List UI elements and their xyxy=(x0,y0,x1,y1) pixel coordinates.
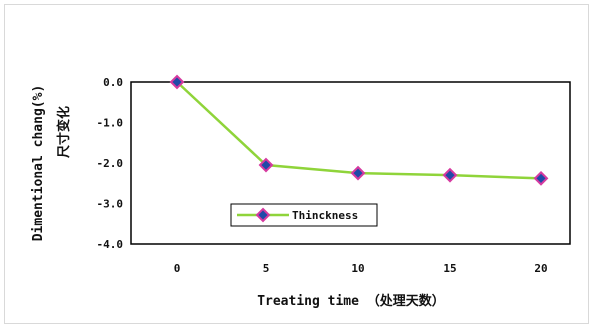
data-point-marker xyxy=(533,170,549,186)
y-tick-label: 0.0 xyxy=(103,76,123,89)
x-axis-title: Treating time （处理天数） xyxy=(257,293,445,309)
data-point-marker xyxy=(442,167,458,183)
x-tick-label: 5 xyxy=(263,262,270,275)
y-tick-label: -3.0 xyxy=(97,198,124,211)
x-axis-ticks: 0 5 10 15 20 xyxy=(174,262,548,275)
data-point-marker xyxy=(169,74,185,90)
legend-label: Thinckness xyxy=(292,209,358,222)
legend-box xyxy=(230,203,378,227)
data-point-marker xyxy=(350,165,366,181)
y-axis-ticks: 0.0 -1.0 -2.0 -3.0 -4.0 xyxy=(97,76,124,251)
y-tick-label: -4.0 xyxy=(97,238,124,251)
data-point-marker xyxy=(258,157,274,173)
y-tick-label: -1.0 xyxy=(97,117,124,130)
legend: Thinckness xyxy=(230,203,378,227)
x-tick-label: 15 xyxy=(443,262,456,275)
legend-marker xyxy=(255,207,271,223)
y-tick-label: -2.0 xyxy=(97,157,124,170)
y-axis-title-cn: 尺寸变化 xyxy=(56,106,72,158)
chart-frame xyxy=(4,4,589,324)
x-tick-label: 0 xyxy=(174,262,181,275)
series-group xyxy=(169,74,549,186)
y-axis-title: Dimentional chang(%) xyxy=(31,85,46,242)
x-tick-label: 10 xyxy=(351,262,364,275)
x-tick-label: 20 xyxy=(534,262,547,275)
